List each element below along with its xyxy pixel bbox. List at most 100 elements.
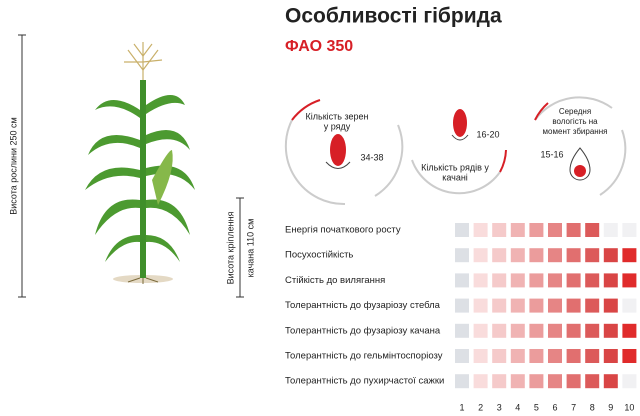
rating-cell [455,273,469,288]
trait-label: Посухостійкість [285,250,353,261]
rating-cell [473,248,488,263]
rating-cell [492,248,507,263]
rating-cell [510,248,525,263]
subtitle: ФАО 350 [285,38,353,55]
rating-cell [510,349,525,363]
rating-cell [548,273,562,288]
rating-cell [510,273,525,288]
scale-label: 7 [571,402,576,412]
scale-label: 2 [478,402,483,412]
rating-cell [455,374,469,389]
rating-cell [622,349,637,363]
rating-cell [566,349,581,363]
trait-label: Толерантність до пухирчастої сажки [285,376,444,387]
rating-cell [492,323,507,338]
rating-cell [510,223,525,237]
scale-label: 1 [459,402,464,412]
ear-bracket [236,197,244,298]
rating-cell [603,298,618,313]
rating-cell [455,349,469,363]
rating-cell [585,374,600,389]
empty-cell [603,223,618,237]
stat-value: 16-20 [476,129,499,139]
trait-label: Толерантність до фузаріозу качана [285,325,441,336]
rating-cell [566,374,581,389]
title: Особливості гібрида [285,5,502,28]
rating-cell [473,323,488,338]
rating-cell [455,223,469,237]
rating-cell [585,349,600,363]
stat-label: момент збирання [543,127,608,136]
rating-cell [492,298,507,313]
trait-label: Стійкість до вилягання [285,275,385,286]
stat-icons [325,109,591,181]
rating-cell [529,323,544,338]
rating-cell [566,323,581,338]
rating-cell [455,248,469,263]
plant-height: Висота рослини 250 см [8,117,18,214]
rating-cell [473,223,488,237]
stat-label: Середня [559,107,591,116]
rating-cell [585,323,600,338]
scale-label: 10 [624,402,634,412]
height-bracket [18,34,26,298]
scale-label: 5 [534,402,539,412]
rating-cell [473,298,488,313]
rating-cell [455,298,469,313]
empty-cell [622,223,637,237]
trait-label: Толерантність до фузаріозу стебла [285,300,441,311]
corn-plant [85,42,195,284]
stat-label: Кількість рядів у [421,162,489,172]
stat-label: вологість на [552,117,598,126]
rating-cell [510,323,525,338]
scale-label: 9 [608,402,613,412]
rating-cell [510,374,525,389]
stat-rings [284,96,627,206]
rating-cell [529,298,544,313]
empty-cell [622,374,637,389]
empty-cell [622,298,637,313]
rating-cell [566,273,581,288]
rating-cell [510,298,525,313]
stat-label: у ряду [324,121,351,131]
trait-label: Толерантність до гельмінтоспоріозу [285,351,443,362]
trait-label: Енергія початкового росту [285,225,401,236]
rating-cell [473,273,488,288]
stat-label: качані [442,172,468,182]
rating-cell [529,248,544,263]
rating-cell [492,273,507,288]
rating-cell [548,349,562,363]
rating-cell [529,374,544,389]
rating-cell [548,223,562,237]
rating-cell [492,374,507,389]
rating-cell [603,273,618,288]
rating-cell [603,349,618,363]
rating-cell [529,349,544,363]
rating-cell [548,374,562,389]
rating-cell [603,248,618,263]
scale-label: 4 [515,402,520,412]
rating-cell [548,323,562,338]
rating-cell [566,248,581,263]
rating-cell [455,323,469,338]
rating-cell [473,374,488,389]
rating-cell [529,273,544,288]
ear-height: качана 110 см [245,219,255,278]
rating-cell [585,248,600,263]
rating-cell [566,298,581,313]
trait-grid: Енергія початкового росту Посухостійкість… [285,223,637,412]
rating-cell [622,273,637,288]
rating-cell [585,223,600,237]
rating-cell [603,374,618,389]
rating-cell [548,248,562,263]
rating-cell [622,323,637,338]
scale-label: 6 [552,402,557,412]
rating-cell [585,273,600,288]
rating-cell [529,223,544,237]
ear-height: Висота кріплення [225,211,235,284]
stat-value: 15-16 [540,149,563,159]
stat-value: 34-38 [360,152,383,162]
scale-label: 8 [590,402,595,412]
rating-cell [492,223,507,237]
